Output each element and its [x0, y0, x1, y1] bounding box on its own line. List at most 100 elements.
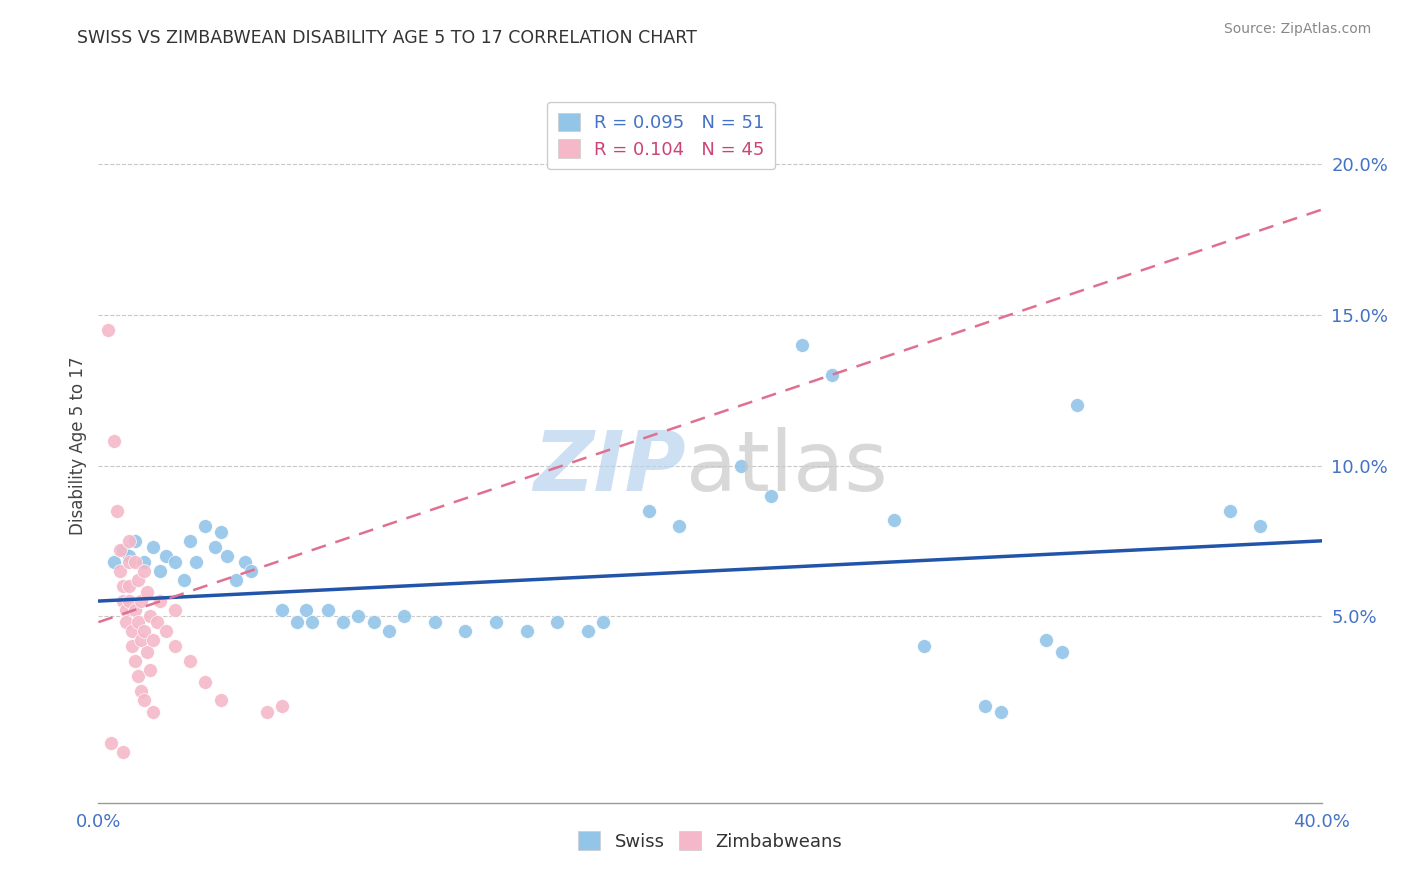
Point: [179, 533, 201, 548]
Point: [111, 579, 134, 593]
Point: [149, 564, 172, 578]
Point: [118, 555, 141, 569]
Point: [134, 624, 156, 639]
Legend: Swiss, Zimbabweans: Swiss, Zimbabweans: [571, 824, 849, 858]
Point: [668, 518, 690, 533]
Point: [332, 615, 354, 629]
Point: [103, 434, 125, 449]
Point: [194, 675, 217, 690]
Text: SWISS VS ZIMBABWEAN DISABILITY AGE 5 TO 17 CORRELATION CHART: SWISS VS ZIMBABWEAN DISABILITY AGE 5 TO …: [77, 29, 697, 47]
Point: [118, 579, 141, 593]
Point: [118, 533, 141, 548]
Point: [347, 609, 370, 624]
Point: [454, 624, 477, 639]
Point: [118, 549, 141, 563]
Point: [127, 573, 149, 587]
Point: [105, 504, 128, 518]
Point: [139, 663, 162, 677]
Point: [108, 564, 131, 578]
Text: ZIP: ZIP: [533, 427, 686, 508]
Point: [111, 594, 134, 608]
Point: [111, 542, 134, 557]
Point: [139, 609, 162, 624]
Point: [103, 555, 125, 569]
Point: [115, 615, 138, 629]
Point: [233, 555, 256, 569]
Point: [225, 573, 247, 587]
Point: [240, 564, 263, 578]
Point: [209, 693, 232, 707]
Y-axis label: Disability Age 5 to 17: Disability Age 5 to 17: [69, 357, 87, 535]
Point: [821, 368, 844, 383]
Point: [121, 639, 143, 653]
Point: [285, 615, 308, 629]
Point: [155, 624, 177, 639]
Point: [637, 504, 661, 518]
Point: [974, 699, 997, 714]
Point: [1035, 633, 1057, 648]
Point: [546, 615, 568, 629]
Point: [108, 542, 131, 557]
Point: [134, 564, 156, 578]
Point: [423, 615, 446, 629]
Point: [115, 603, 138, 617]
Text: atlas: atlas: [686, 427, 887, 508]
Point: [316, 603, 339, 617]
Point: [990, 706, 1012, 720]
Point: [121, 624, 143, 639]
Point: [124, 533, 146, 548]
Point: [1050, 645, 1073, 659]
Point: [270, 699, 292, 714]
Text: Source: ZipAtlas.com: Source: ZipAtlas.com: [1223, 22, 1371, 37]
Point: [209, 524, 232, 539]
Point: [378, 624, 401, 639]
Point: [163, 555, 186, 569]
Point: [100, 735, 122, 749]
Point: [129, 684, 152, 698]
Point: [129, 633, 152, 648]
Point: [516, 624, 538, 639]
Point: [592, 615, 614, 629]
Point: [118, 594, 141, 608]
Point: [295, 603, 318, 617]
Point: [256, 706, 278, 720]
Point: [145, 615, 167, 629]
Point: [759, 489, 782, 503]
Point: [215, 549, 238, 563]
Point: [129, 594, 152, 608]
Point: [1219, 504, 1241, 518]
Point: [392, 609, 416, 624]
Point: [883, 513, 905, 527]
Point: [124, 654, 146, 668]
Point: [127, 615, 149, 629]
Point: [179, 654, 201, 668]
Point: [301, 615, 323, 629]
Point: [790, 338, 813, 352]
Point: [136, 645, 159, 659]
Point: [142, 706, 165, 720]
Point: [1066, 398, 1088, 412]
Point: [485, 615, 508, 629]
Point: [163, 603, 186, 617]
Point: [155, 549, 177, 563]
Point: [204, 540, 226, 554]
Point: [124, 555, 146, 569]
Point: [730, 458, 752, 473]
Point: [173, 573, 195, 587]
Point: [186, 555, 208, 569]
Point: [136, 585, 159, 599]
Point: [163, 639, 186, 653]
Point: [134, 693, 156, 707]
Point: [149, 594, 172, 608]
Point: [363, 615, 385, 629]
Point: [111, 745, 134, 759]
Point: [270, 603, 292, 617]
Point: [124, 603, 146, 617]
Point: [1249, 518, 1271, 533]
Point: [912, 639, 935, 653]
Point: [142, 633, 165, 648]
Point: [576, 624, 599, 639]
Point: [142, 540, 165, 554]
Point: [97, 323, 120, 337]
Point: [134, 555, 156, 569]
